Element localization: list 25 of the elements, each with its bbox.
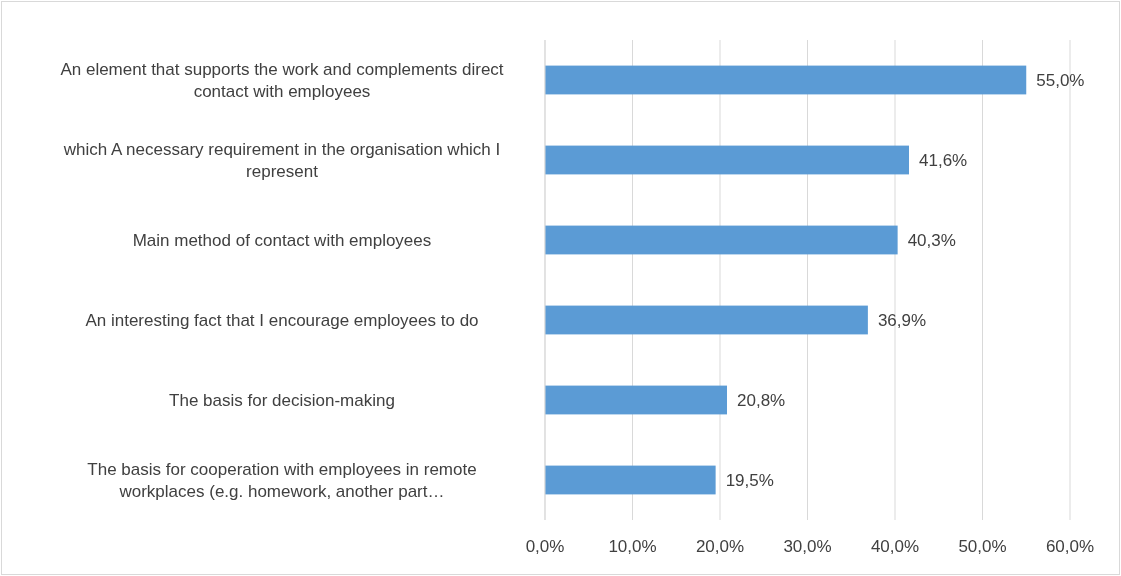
data-label: 20,8% (737, 390, 786, 410)
bar (545, 145, 909, 175)
y-tick-label: Main method of contact with employees (132, 230, 432, 250)
data-label: 41,6% (919, 150, 968, 170)
x-tick-label: 0,0% (525, 537, 565, 556)
data-label: 19,5% (725, 470, 774, 490)
bar (545, 385, 727, 415)
y-tick-label: which A necessary requirement in the organisation which I represent (62, 139, 501, 181)
bar (545, 225, 898, 255)
bar (545, 465, 716, 495)
data-label: 36,9% (877, 310, 927, 330)
data-label: 55,0% (1036, 70, 1085, 90)
bar (545, 305, 868, 335)
x-tick-label: 40,0% (870, 537, 920, 556)
x-tick-label: 20,0% (695, 537, 745, 556)
bar (545, 65, 1027, 95)
y-tick-label: An element that supports the work and complements direct contact with employees (60, 59, 504, 101)
data-label: 40,3% (907, 230, 956, 250)
x-tick-label: 30,0% (783, 537, 832, 556)
x-tick-label: 50,0% (958, 537, 1007, 556)
x-tick-label: 60,0% (1045, 537, 1095, 556)
y-tick-label: An interesting fact that I encourage employees to do (85, 310, 479, 330)
y-tick-label: The basis for decision-making (169, 390, 395, 410)
y-tick-label: The basis for cooperation with employees in remote workplaces (e.g. homework, another part… (87, 459, 477, 501)
x-tick-label: 10,0% (608, 537, 657, 556)
